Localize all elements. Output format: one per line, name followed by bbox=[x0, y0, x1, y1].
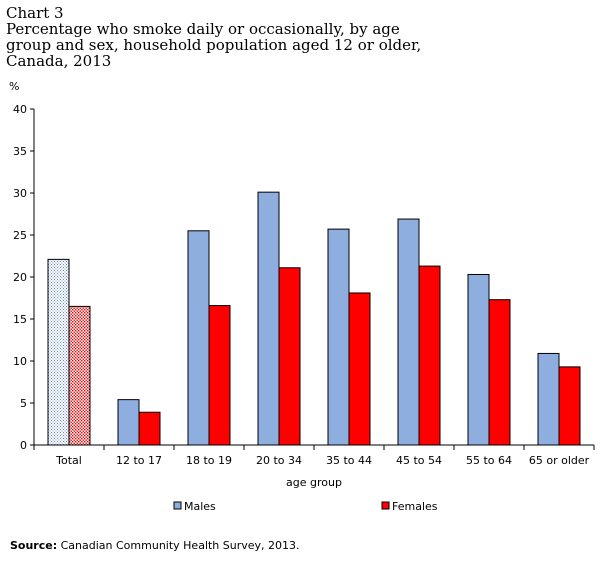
chart-title-line: Canada, 2013 bbox=[6, 52, 112, 70]
y-tick-label: 30 bbox=[13, 187, 27, 200]
y-tick-label: 40 bbox=[13, 103, 27, 116]
x-tick-label: 12 to 17 bbox=[116, 454, 162, 467]
source-text: Canadian Community Health Survey, 2013. bbox=[57, 539, 300, 552]
source-label: Source: bbox=[10, 539, 58, 552]
chart-title-line: Chart 3 bbox=[6, 4, 64, 22]
bar-females bbox=[68, 305, 91, 446]
bar-males bbox=[397, 218, 420, 446]
bar-males bbox=[187, 230, 210, 446]
y-axis-unit-label: % bbox=[9, 80, 20, 93]
x-tick-label: 55 to 64 bbox=[466, 454, 512, 467]
x-tick-label: 45 to 54 bbox=[396, 454, 442, 467]
y-tick-label: 15 bbox=[13, 313, 27, 326]
x-tick-label: 35 to 44 bbox=[326, 454, 372, 467]
y-tick-label: 25 bbox=[13, 229, 27, 242]
bar-females bbox=[208, 305, 231, 446]
bar-females bbox=[278, 267, 301, 446]
y-tick-label: 10 bbox=[13, 355, 27, 368]
legend-swatch-females bbox=[381, 501, 390, 510]
bar-males bbox=[117, 399, 140, 446]
bar-females bbox=[418, 265, 441, 446]
chart-title: Chart 3 Percentage who smoke daily or oc… bbox=[6, 5, 601, 69]
x-tick-label: 20 to 34 bbox=[256, 454, 302, 467]
x-tick-label: 18 to 19 bbox=[186, 454, 232, 467]
bar-females bbox=[348, 292, 371, 446]
bar-males bbox=[467, 273, 490, 446]
y-tick-label: 20 bbox=[13, 271, 27, 284]
legend-label-females: Females bbox=[392, 500, 438, 513]
bar-males bbox=[47, 258, 70, 446]
bar-males bbox=[537, 352, 560, 446]
bar-males bbox=[327, 228, 350, 446]
chart-title-line: group and sex, household population aged… bbox=[6, 36, 422, 54]
bar-females bbox=[558, 366, 581, 446]
bar-chart: 0 5 10 15 20 25 30 35 40 Total 12 to 17 18 to 19 20… bbox=[13, 103, 595, 513]
y-tick-label: 0 bbox=[20, 439, 27, 452]
bar-females bbox=[138, 411, 161, 446]
x-tick-label: 65 or older bbox=[529, 454, 590, 467]
x-tick-label: Total bbox=[55, 454, 82, 467]
chart-title-line: Percentage who smoke daily or occasional… bbox=[6, 20, 400, 38]
x-axis-title: age group bbox=[286, 476, 342, 489]
y-tick-label: 35 bbox=[13, 145, 27, 158]
legend-swatch-males bbox=[173, 501, 182, 510]
y-tick-label: 5 bbox=[20, 397, 27, 410]
bar-females bbox=[488, 299, 511, 446]
source-note: Source: Canadian Community Health Survey… bbox=[10, 539, 300, 552]
legend-label-males: Males bbox=[184, 500, 216, 513]
bar-males bbox=[257, 191, 280, 446]
